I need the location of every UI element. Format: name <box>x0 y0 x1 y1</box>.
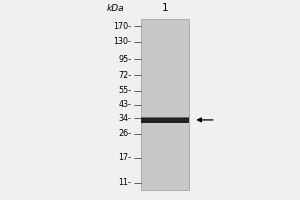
Text: 130-: 130- <box>113 37 131 46</box>
Text: 95-: 95- <box>118 55 131 64</box>
Text: 11-: 11- <box>118 178 131 187</box>
Text: 72-: 72- <box>118 71 131 80</box>
Text: 34-: 34- <box>118 114 131 123</box>
Text: 1: 1 <box>162 3 168 13</box>
Text: 26-: 26- <box>118 129 131 138</box>
Text: 55-: 55- <box>118 86 131 95</box>
Text: 43-: 43- <box>118 100 131 109</box>
Text: 17-: 17- <box>118 153 131 162</box>
Bar <box>141 117 189 123</box>
Text: kDa: kDa <box>107 4 124 13</box>
Bar <box>141 117 189 118</box>
Text: 170-: 170- <box>113 22 131 31</box>
Bar <box>141 19 189 190</box>
Bar <box>141 117 189 118</box>
